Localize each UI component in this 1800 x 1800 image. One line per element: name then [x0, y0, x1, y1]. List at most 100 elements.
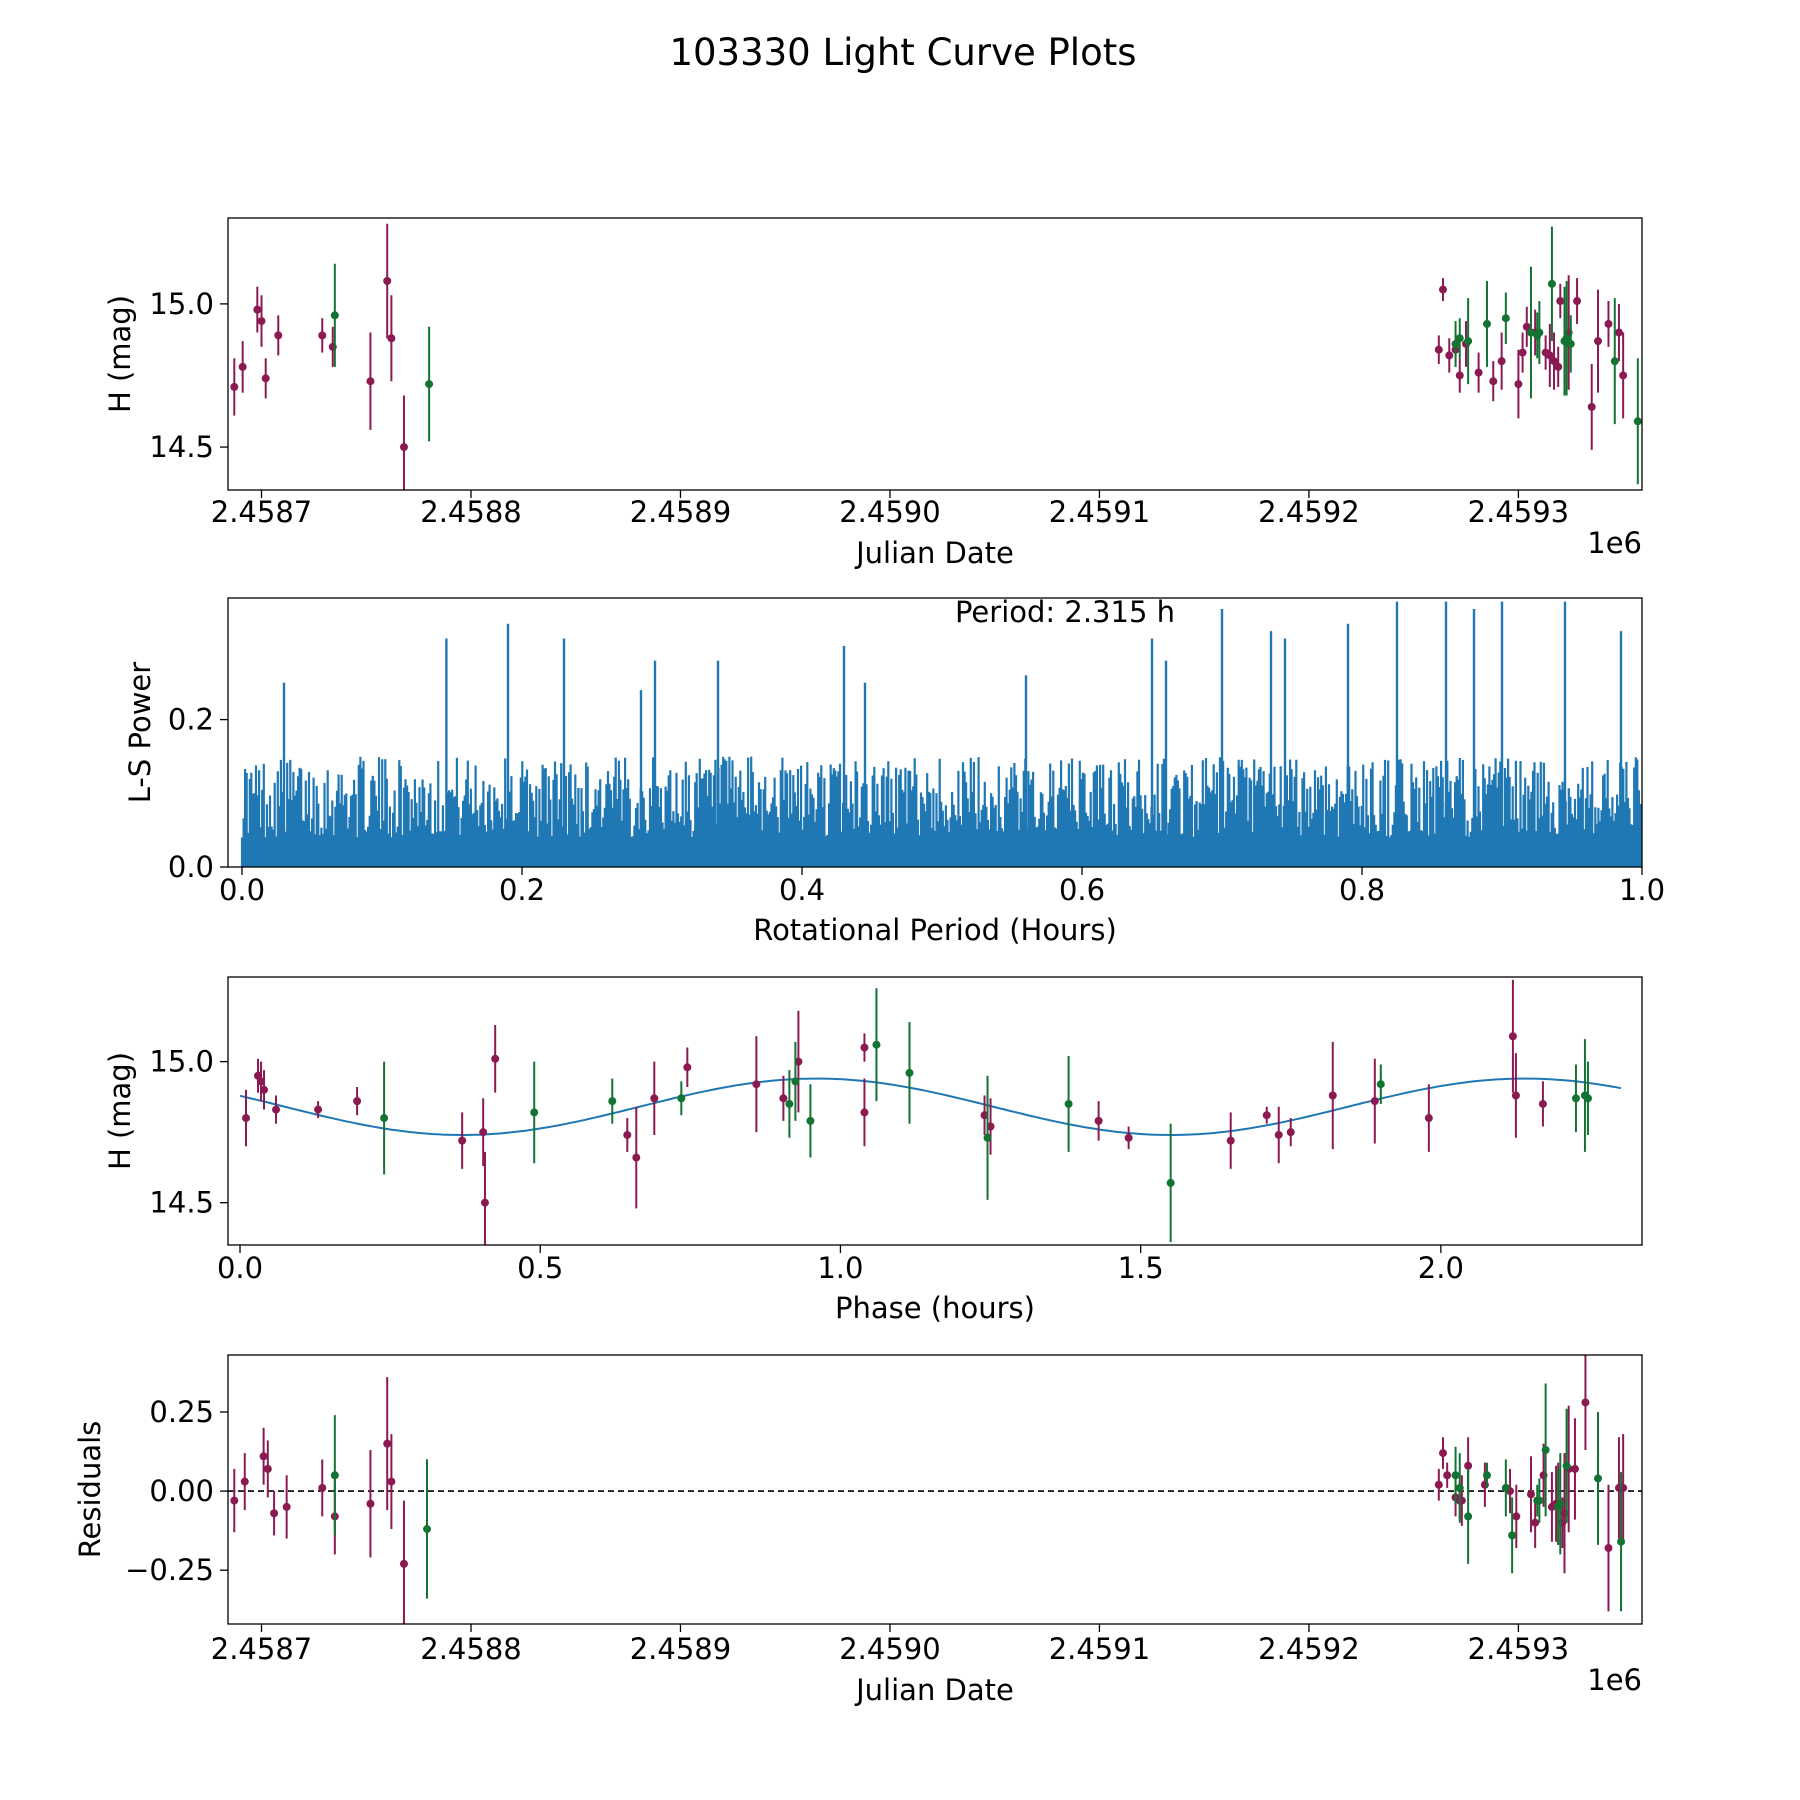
data-point-red	[238, 362, 247, 371]
data-point-green	[1633, 417, 1642, 426]
data-point-red	[1587, 402, 1596, 411]
data-point-green	[1617, 1537, 1626, 1546]
x-tick-label: 0.2	[499, 873, 545, 907]
data-point-red	[779, 1094, 788, 1103]
data-point-red	[230, 382, 239, 391]
data-point-red	[1464, 1461, 1473, 1470]
data-point-red	[383, 1439, 392, 1448]
x-axis-label: Julian Date	[854, 536, 1014, 570]
data-point-green	[530, 1108, 539, 1117]
data-point-red	[1550, 357, 1559, 366]
data-point-red	[491, 1054, 500, 1063]
data-point-red	[257, 1077, 266, 1086]
data-point-red	[752, 1080, 761, 1089]
plot-frame	[227, 597, 1643, 868]
data-point-green	[1526, 328, 1535, 337]
x-tick-label: 2.4587	[211, 1632, 312, 1666]
data-point-red	[387, 334, 396, 343]
x-tick-label: 0.0	[217, 1251, 263, 1285]
data-point-green	[1547, 279, 1556, 288]
data-point-green	[1556, 1499, 1565, 1508]
data-point-green	[330, 1471, 339, 1480]
data-point-red	[980, 1111, 989, 1120]
x-tick-label: 0.4	[779, 873, 825, 907]
x-tick-label: 1.0	[1619, 873, 1665, 907]
data-point-green	[1566, 339, 1575, 348]
data-point-red	[1522, 322, 1531, 331]
data-point-green	[608, 1097, 617, 1106]
panel-data	[228, 1355, 1642, 1624]
data-point-red	[1474, 368, 1483, 377]
data-point-green	[785, 1099, 794, 1108]
data-point-red	[479, 1128, 488, 1137]
data-point-green	[872, 1040, 881, 1049]
data-point-red	[242, 1114, 251, 1123]
data-point-red	[318, 1483, 327, 1492]
data-point-green	[1451, 339, 1460, 348]
x-axis-label: Julian Date	[854, 1673, 1014, 1707]
x-tick-label: 2.0	[1418, 1251, 1464, 1285]
figure-title: 103330 Light Curve Plots	[669, 31, 1136, 74]
panel-lightcurve: 2.4587 2.4588 2.4589 2.4590 2.4591 2.4592 2.45…	[103, 217, 1643, 570]
plot-frame	[227, 976, 1643, 1246]
x-tick-label: 2.4588	[420, 1632, 521, 1666]
data-point-red	[272, 1105, 281, 1114]
data-point-red	[1526, 1490, 1535, 1499]
data-point-red	[1445, 351, 1454, 360]
data-point-red	[366, 1499, 375, 1508]
data-point-red	[1328, 1091, 1337, 1100]
data-point-red	[1594, 337, 1603, 346]
data-point-red	[1094, 1116, 1103, 1125]
data-point-red	[263, 1464, 272, 1473]
data-point-red	[1286, 1128, 1295, 1137]
x-tick-label: 2.4589	[630, 1632, 731, 1666]
periodogram-dense-band	[242, 844, 1642, 867]
panel-data	[239, 979, 1622, 1245]
panel-data	[230, 223, 1642, 490]
data-point-green	[791, 1077, 800, 1086]
data-point-red	[860, 1108, 869, 1117]
y-axis-label: H (mag)	[103, 295, 137, 413]
data-point-red	[1556, 297, 1565, 306]
data-point-red	[383, 276, 392, 285]
x-tick-label: 2.4592	[1258, 1632, 1359, 1666]
data-point-green	[1482, 1471, 1491, 1480]
data-point-red	[387, 1477, 396, 1486]
data-point-green	[1541, 1445, 1550, 1454]
data-point-green	[1464, 337, 1473, 346]
y-tick-label: 15.0	[149, 1045, 214, 1079]
data-point-red	[259, 1452, 268, 1461]
data-point-red	[986, 1122, 995, 1131]
data-point-red	[257, 317, 266, 326]
data-point-red	[1434, 1480, 1443, 1489]
x-tick-label: 2.4589	[630, 495, 731, 529]
data-point-green	[1583, 1094, 1592, 1103]
data-point-red	[683, 1063, 692, 1072]
data-point-green	[677, 1094, 686, 1103]
x-tick-label: 1.5	[1118, 1251, 1164, 1285]
data-point-red	[1604, 319, 1613, 328]
data-point-red	[240, 1477, 249, 1486]
data-point-green	[1455, 334, 1464, 343]
data-point-green	[1464, 1512, 1473, 1521]
data-point-red	[1497, 357, 1506, 366]
data-point-red	[253, 305, 262, 314]
data-point-red	[1604, 1544, 1613, 1553]
plot-panels: 2.4587 2.4588 2.4589 2.4590 2.4591 2.4592 2.45…	[73, 217, 1665, 1707]
data-point-red	[1514, 380, 1523, 389]
data-point-green	[1376, 1080, 1385, 1089]
data-point-green	[983, 1133, 992, 1142]
x-tick-label: 0.5	[517, 1251, 563, 1285]
data-point-green	[1501, 1483, 1510, 1492]
x-tick-label: 2.4592	[1258, 495, 1359, 529]
data-point-red	[1573, 297, 1582, 306]
data-point-red	[1512, 1512, 1521, 1521]
plot-frame	[227, 217, 1643, 491]
y-tick-label: −0.25	[125, 1553, 214, 1587]
data-point-green	[1501, 314, 1510, 323]
data-point-green	[905, 1068, 914, 1077]
data-point-green	[1535, 328, 1544, 337]
data-point-red	[399, 1559, 408, 1568]
data-point-red	[1614, 328, 1623, 337]
